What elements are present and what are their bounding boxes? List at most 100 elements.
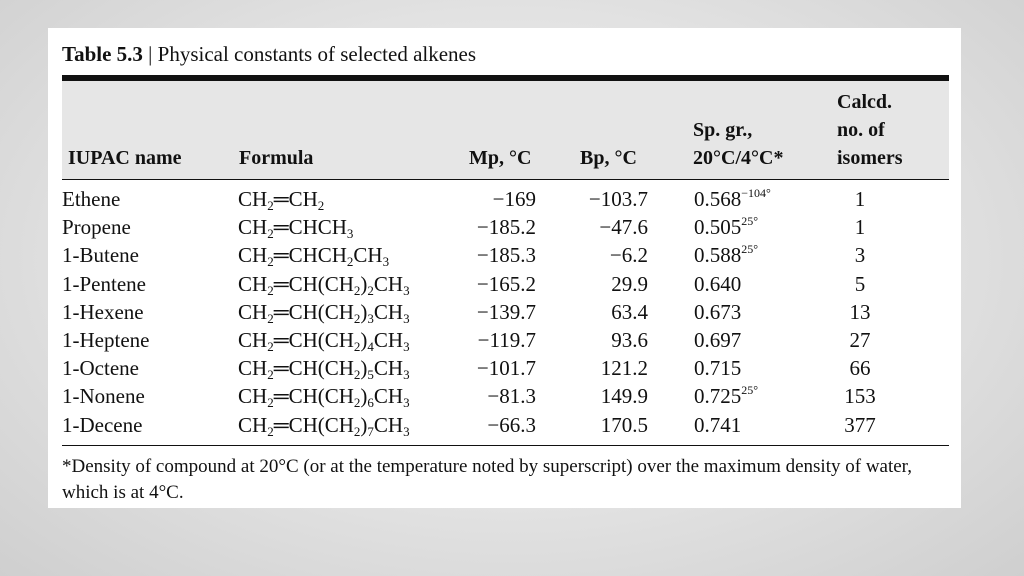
formula-part: 2 [353, 310, 361, 326]
formula-part: CH [238, 243, 268, 268]
row-bp: −6.2 [609, 243, 648, 268]
spgr-value: 0.697 [694, 328, 742, 352]
formula-part: 6 [367, 395, 374, 411]
row-bp: 170.5 [600, 412, 648, 437]
formula-part: CH [373, 412, 404, 437]
row-bp: −47.6 [599, 215, 648, 240]
row-spgr: 0.72525° [694, 382, 758, 410]
formula-part: 3 [403, 310, 410, 326]
row-mp: −139.7 [476, 299, 536, 324]
formula-part: 7 [367, 423, 374, 439]
header-bp: Bp, °C [580, 147, 637, 169]
header-rule [62, 179, 949, 180]
footnote: *Density of compound at 20°C (or at the … [62, 456, 912, 503]
formula-part: 2 [267, 367, 274, 383]
row-name: Propene [62, 215, 131, 240]
row-formula: CH2═CH(CH2)6CH3 [238, 382, 410, 410]
row-isomers: 153 [844, 384, 876, 409]
formula-part: 2 [367, 282, 374, 298]
row-name: 1-Pentene [62, 271, 146, 296]
row-name: 1-Hexene [62, 299, 144, 324]
formula-part: 3 [346, 226, 354, 242]
row-mp: −66.3 [487, 412, 536, 437]
formula-part: ) [360, 412, 368, 437]
header-spgr-line2: 20°C/4°C* [693, 147, 784, 169]
spgr-value: 0.588 [694, 243, 742, 268]
formula-part: CH [238, 328, 268, 352]
header-formula: Formula [239, 147, 314, 169]
row-formula: CH2═CH(CH2)4CH3 [238, 326, 410, 354]
formula-part: 4 [367, 339, 374, 354]
row-formula: CH2═CHCH3 [238, 213, 353, 241]
row-isomers: 3 [854, 243, 866, 268]
formula-part: 3 [367, 310, 374, 326]
formula-part: ═CH(CH [273, 384, 354, 409]
formula-part: 2 [346, 254, 354, 270]
row-name: 1-Heptene [62, 328, 150, 352]
row-mp: −185.2 [476, 215, 536, 240]
formula-part: CH [373, 271, 404, 296]
row-isomers: 13 [849, 299, 871, 324]
spgr-value: 0.715 [694, 356, 742, 381]
formula-part: ═CH(CH [273, 356, 354, 381]
spgr-temperature: 25° [741, 383, 759, 398]
formula-part: CH [373, 356, 404, 381]
bottom-rule [62, 445, 949, 446]
row-isomers: 66 [849, 356, 871, 381]
header-isomers-line2: no. of [837, 119, 885, 141]
formula-part: ) [360, 328, 368, 352]
slide: Table 5.3 | Physical constants of select… [48, 28, 961, 508]
top-rule [62, 75, 949, 81]
formula-part: CH [238, 356, 268, 381]
header-mp: Mp, °C [469, 147, 532, 169]
row-formula: CH2═CHCH2CH3 [238, 241, 389, 269]
row-mp: −169 [492, 187, 536, 211]
row-bp: 93.6 [611, 328, 648, 352]
formula-part: ) [360, 271, 368, 296]
row-formula: CH2═CH(CH2)2CH3 [238, 270, 410, 298]
row-spgr: 0.640 [694, 270, 741, 298]
spgr-value: 0.505 [694, 215, 742, 240]
row-bp: 121.2 [600, 356, 648, 381]
formula-part: CH [238, 384, 268, 409]
table-caption: Table 5.3 | Physical constants of select… [62, 42, 476, 67]
formula-part: CH [238, 187, 268, 211]
row-formula: CH2═CH(CH2)5CH3 [238, 354, 410, 382]
formula-part: 3 [403, 423, 410, 439]
header-background [62, 81, 949, 179]
row-isomers: 377 [844, 412, 876, 437]
row-isomers: 5 [854, 271, 866, 296]
formula-part: ═CH(CH [273, 412, 354, 437]
formula-part: 2 [317, 198, 325, 213]
formula-part: 2 [267, 395, 274, 411]
formula-part: ═CH(CH [273, 271, 354, 296]
formula-part: 2 [267, 226, 274, 242]
formula-part: 5 [367, 367, 374, 383]
row-formula: CH2═CH2 [238, 185, 324, 213]
spgr-value: 0.568 [694, 187, 742, 211]
spgr-value: 0.741 [694, 412, 742, 437]
formula-part: CH [238, 412, 268, 437]
row-spgr: 0.58825° [694, 241, 758, 269]
row-spgr: 0.741 [694, 411, 741, 439]
row-name: 1-Butene [62, 243, 139, 268]
formula-part: 3 [403, 367, 410, 383]
formula-part: CH [238, 215, 268, 240]
formula-part: CH [353, 243, 383, 268]
spgr-value: 0.640 [694, 271, 742, 296]
formula-part: CH [238, 299, 268, 324]
spgr-temperature: 25° [741, 242, 759, 257]
row-isomers: 1 [854, 187, 866, 211]
formula-part: ═CHCH [273, 243, 347, 268]
formula-part: ) [360, 356, 368, 381]
formula-part: 2 [353, 282, 361, 298]
formula-part: 3 [382, 254, 390, 270]
formula-part: 2 [267, 198, 274, 213]
formula-part: ═CH [273, 187, 318, 211]
row-bp: 63.4 [611, 299, 648, 324]
spgr-value: 0.725 [694, 384, 742, 409]
row-isomers: 27 [849, 328, 871, 352]
formula-part: 2 [353, 367, 361, 383]
header-isomers-line1: Calcd. [837, 91, 892, 113]
formula-part: CH [373, 299, 404, 324]
